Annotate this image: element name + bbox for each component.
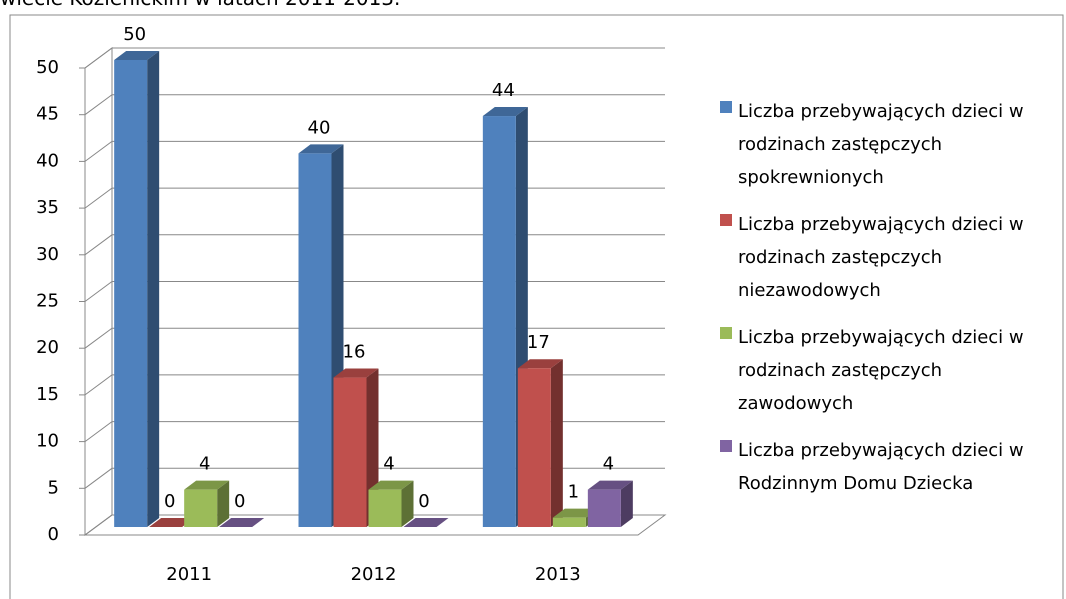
bar-top [587,480,633,490]
bar [114,51,160,527]
bar-top [114,51,160,60]
y-tick-label: 15 [36,384,59,405]
y-tick-label: 10 [36,431,59,452]
legend-label: Liczba przebywających dzieci w rodzinach… [738,214,1024,301]
bar [368,480,414,527]
bar-side [217,480,230,527]
x-tick-label: 2013 [535,564,581,585]
grid-line [84,234,665,256]
y-tick-label: 40 [36,150,59,171]
value-label: 16 [343,342,366,363]
bar-front [482,116,516,527]
legend-swatch [720,101,732,113]
value-label: 4 [603,454,614,475]
bar-front [368,489,402,527]
bar-side [620,480,633,527]
value-label: 50 [123,24,146,45]
x-tick-label: 2012 [351,564,397,585]
bar [219,518,265,527]
grid-line [84,140,665,162]
bar-top [552,508,598,518]
bar-side [147,51,160,527]
legend-label: Liczba przebywających dzieci w Rodzinnym… [738,440,1024,494]
legend-label: Liczba przebywających dzieci w rodzinach… [738,101,1024,188]
x-tick-label: 2011 [166,564,212,585]
bar-top [403,518,449,527]
grid-line [84,421,665,443]
bar-front [184,489,218,527]
y-tick-label: 5 [48,477,59,498]
bar [587,480,633,527]
grid-line [84,467,665,489]
legend-label: Liczba przebywających dzieci w rodzinach… [738,327,1024,414]
grid-line [84,374,665,396]
bar-top [333,368,379,378]
bar-top [517,359,563,369]
bar [517,359,563,527]
grid-line [84,281,665,302]
bar-front [298,153,332,527]
legend-swatch [720,214,732,226]
bar [149,518,195,527]
y-tick-label: 20 [36,337,59,358]
y-tick-label: 45 [36,104,59,125]
grid-line [84,47,665,69]
bar-front [552,517,586,527]
y-tick-label: 25 [36,291,59,312]
value-label: 0 [234,491,245,512]
value-label: 4 [383,454,394,475]
bar-front [587,489,621,527]
grid-line [84,94,665,116]
bar-front [333,377,367,527]
y-tick-label: 35 [36,197,59,218]
y-tick-label: 50 [36,57,59,78]
bar-top [298,144,344,154]
bar-side [550,359,563,527]
grid-line [84,514,665,536]
value-label: 0 [418,491,429,512]
value-label: 17 [527,332,550,353]
chart-border [9,14,1064,599]
value-label: 1 [568,482,579,503]
y-tick-label: 30 [36,244,59,265]
bar-front [114,60,148,527]
y-tick-label: 0 [48,524,59,545]
bar-top [368,480,414,490]
bar-top [219,518,265,527]
value-label: 44 [492,80,515,101]
legend-swatch [720,440,732,452]
grid-line [84,327,665,349]
value-label: 40 [308,117,331,138]
chart-title: wiecie Kozienickim w latach 2011-2013. [0,0,400,10]
grid-line [84,187,665,209]
legend-swatch [720,327,732,339]
bar-top [482,107,528,117]
value-label: 0 [164,491,175,512]
bar-top [149,518,195,527]
bar [184,480,230,527]
bar [403,518,449,527]
value-label: 4 [199,454,210,475]
bar-side [401,480,414,527]
bar-front [517,368,551,527]
bar-top [184,480,230,490]
